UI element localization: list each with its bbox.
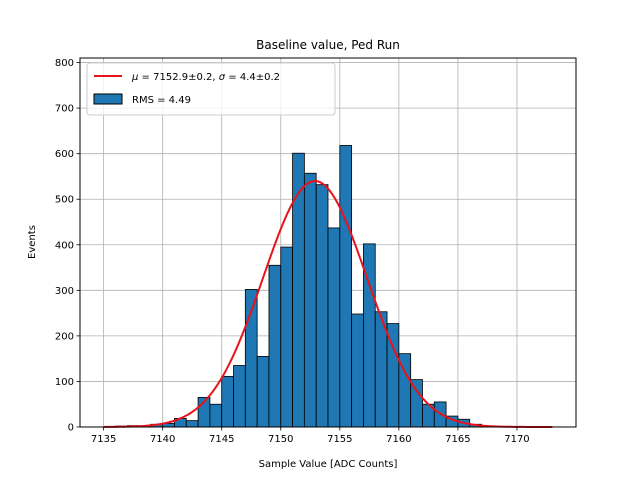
histogram-bar [233, 365, 246, 428]
y-tick-label: 400 [55, 240, 74, 251]
histogram-bar [209, 403, 223, 428]
legend-fit-label: μ = 7152.9±0.2, σ = 4.4±0.2 [131, 72, 280, 83]
legend-mu-symbol: μ [131, 72, 138, 83]
histogram-bar [339, 145, 353, 428]
y-axis: 0 100 200 300 400 500 600 700 800 [55, 58, 80, 434]
histogram-bar [185, 420, 199, 428]
y-axis-label: Events [27, 225, 38, 259]
x-tick-label: 7170 [504, 434, 529, 445]
histogram-bar [280, 246, 293, 428]
fit-curve [103, 179, 553, 428]
histogram-bar [351, 313, 364, 428]
legend-mu-value: = 7152.9±0.2, [138, 72, 218, 83]
legend: μ = 7152.9±0.2, σ = 4.4±0.2 RMS = 4.49 [86, 62, 336, 116]
x-axis-label: Sample Value [ADC Counts] [259, 459, 398, 470]
histogram-bar [256, 355, 270, 428]
histogram-bar [410, 379, 423, 428]
histogram-bars [115, 145, 506, 428]
histogram-bar [221, 376, 234, 428]
y-tick-label: 100 [55, 377, 74, 388]
x-tick-label: 7140 [150, 434, 175, 445]
x-tick-label: 7135 [91, 434, 116, 445]
y-tick-label: 600 [55, 149, 74, 160]
legend-histogram-swatch [93, 93, 123, 105]
legend-sigma-value: = 4.4±0.2 [225, 72, 280, 83]
x-tick-label: 7160 [386, 434, 411, 445]
y-tick-label: 0 [68, 423, 74, 434]
plot-frame [79, 57, 577, 428]
legend-histogram-label: RMS = 4.49 [132, 95, 191, 106]
x-axis: 7135 7140 7145 7150 7155 7160 7165 7170 [91, 427, 530, 445]
y-tick-label: 200 [55, 331, 74, 342]
histogram-bar [327, 227, 341, 428]
x-tick-label: 7145 [209, 434, 234, 445]
x-tick-label: 7165 [445, 434, 470, 445]
y-tick-label: 300 [55, 286, 74, 297]
y-tick-label: 700 [55, 104, 74, 115]
legend-box [86, 62, 336, 116]
histogram-bar [303, 172, 317, 428]
x-tick-label: 7155 [327, 434, 352, 445]
legend-sigma-symbol: σ [219, 72, 226, 83]
y-tick-label: 500 [55, 195, 74, 206]
histogram-bar [315, 184, 329, 428]
chart-title: Baseline value, Ped Run [256, 38, 400, 52]
gaussian-fit [103, 179, 553, 428]
histogram-bar [268, 264, 282, 428]
x-tick-label: 7150 [268, 434, 293, 445]
y-tick-label: 800 [55, 58, 74, 69]
